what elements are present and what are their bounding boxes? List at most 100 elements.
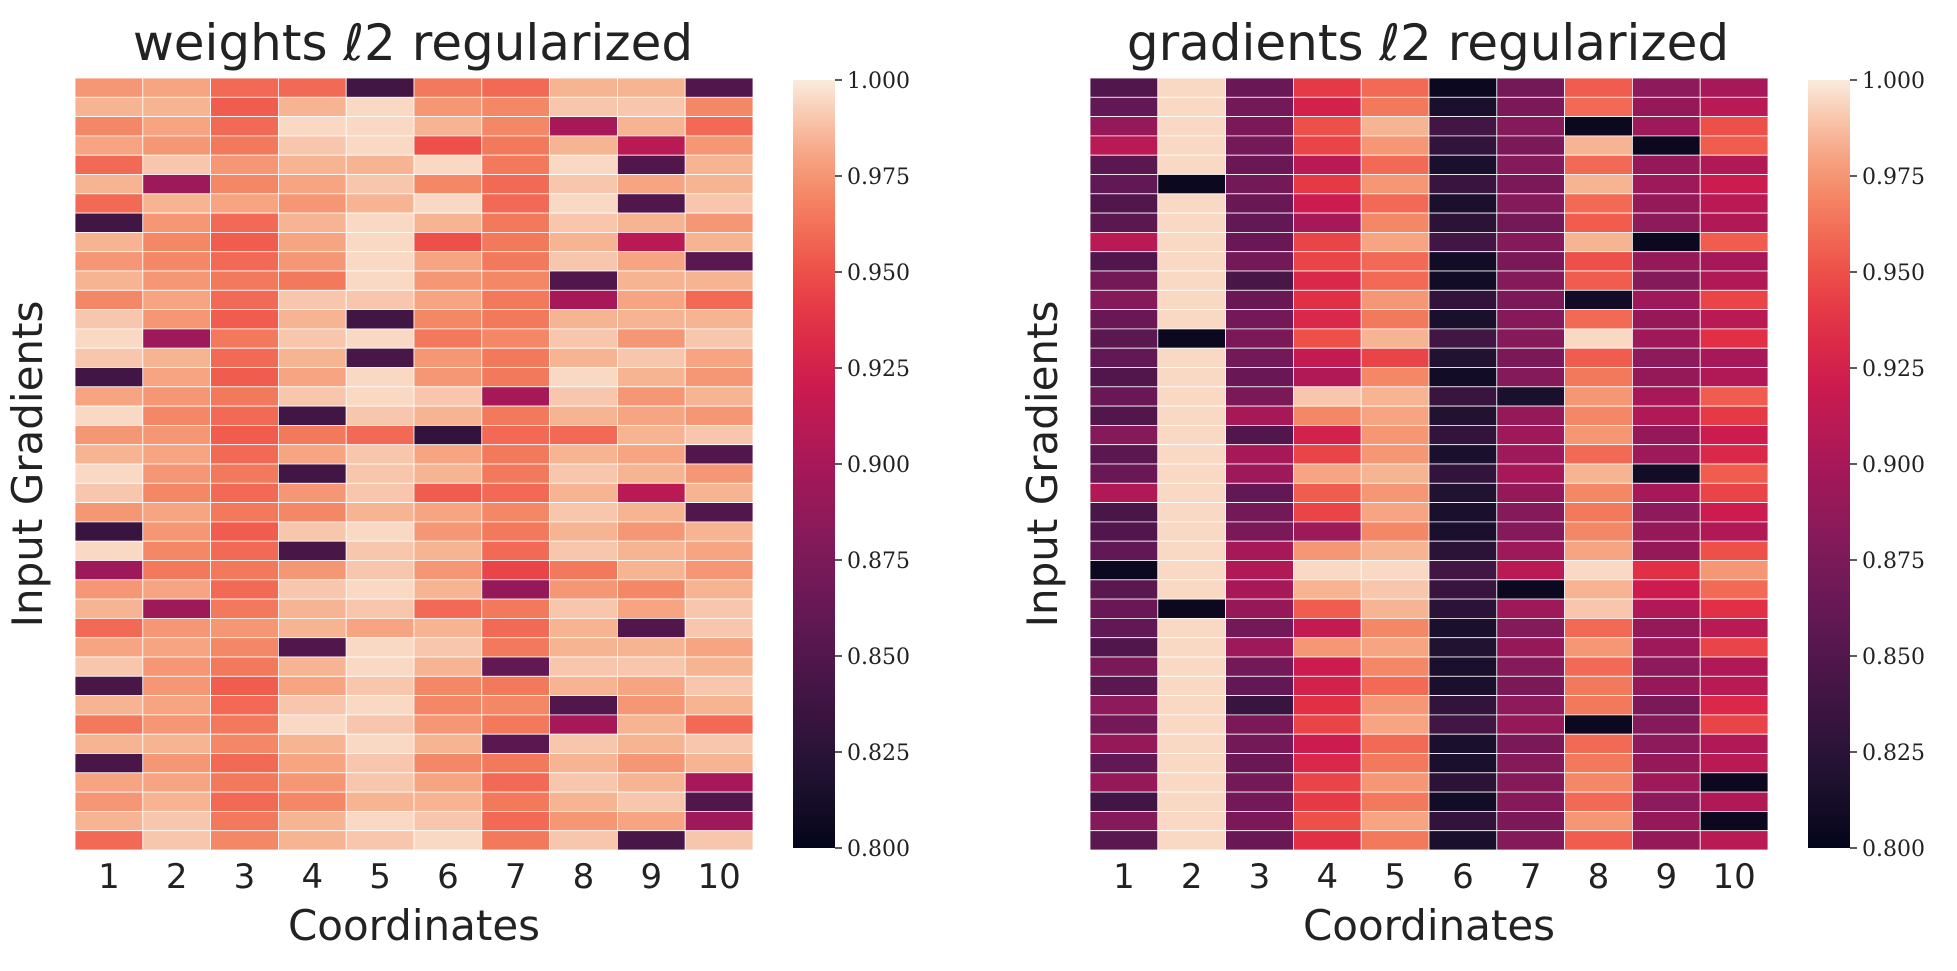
x-tick-label: 1: [1113, 857, 1135, 897]
heatmap-cell: [481, 347, 550, 368]
heatmap-cell: [1293, 540, 1362, 561]
heatmap-cell: [142, 695, 212, 716]
heatmap-cell: [684, 77, 754, 98]
heatmap-cell: [1428, 656, 1498, 677]
heatmap-cell: [277, 637, 347, 658]
heatmap-cell: [1089, 77, 1159, 98]
heatmap-cell: [617, 502, 686, 523]
x-tick-label: 4: [1316, 857, 1338, 897]
heatmap-cell: [1496, 560, 1566, 581]
heatmap-cell: [549, 830, 618, 851]
heatmap-cell: [684, 424, 754, 446]
heatmap-cell: [549, 174, 618, 195]
heatmap-cell: [1699, 482, 1769, 503]
heatmap-cell: [142, 791, 212, 812]
heatmap-cell: [413, 830, 483, 851]
heatmap-cell: [1089, 695, 1159, 716]
heatmap-cell: [1564, 154, 1633, 175]
heatmap-cell: [1089, 347, 1159, 368]
heatmap-cell: [1428, 463, 1498, 484]
heatmap-cell: [617, 618, 686, 639]
colorbar-gradient: [793, 80, 835, 848]
heatmap-cell: [1496, 444, 1566, 465]
heatmap-cell: [1157, 521, 1227, 542]
heatmap-cell: [345, 386, 415, 407]
heatmap-cell: [481, 444, 550, 465]
heatmap-cell: [1496, 193, 1566, 214]
heatmap-cell: [1157, 116, 1227, 137]
heatmap-cell: [1699, 96, 1769, 118]
heatmap-cell: [684, 116, 754, 137]
heatmap-cell: [1157, 174, 1227, 195]
heatmap-cell: [277, 405, 347, 426]
heatmap-cell: [1360, 174, 1430, 195]
heatmap-cell: [684, 753, 754, 774]
heatmap-cell: [1360, 328, 1430, 349]
heatmap-cell: [345, 212, 415, 233]
heatmap-cell: [1428, 753, 1498, 774]
heatmap-cell: [1428, 212, 1498, 233]
heatmap-cell: [684, 347, 754, 368]
heatmap-cell: [345, 154, 415, 175]
heatmap-cell: [549, 135, 618, 156]
heatmap-cell: [1089, 733, 1159, 754]
heatmap-cell: [1632, 193, 1701, 214]
heatmap-cell: [1089, 540, 1159, 561]
heatmap-cell: [1428, 540, 1498, 561]
heatmap-cell: [1699, 270, 1769, 291]
heatmap-cell: [1632, 405, 1701, 426]
heatmap-cell: [1428, 193, 1498, 214]
heatmap-cell: [345, 753, 415, 774]
heatmap-cell: [1496, 174, 1566, 195]
heatmap-cell: [1293, 424, 1362, 446]
heatmap-cell: [74, 289, 144, 310]
heatmap-cell: [481, 656, 550, 677]
heatmap-cell: [1089, 521, 1159, 542]
heatmap-cell: [142, 77, 212, 98]
heatmap-cell: [142, 753, 212, 774]
heatmap-cells: [74, 77, 754, 851]
heatmap-cell: [1428, 270, 1498, 291]
heatmap-cell: [1699, 77, 1769, 98]
heatmap-cell: [1428, 77, 1498, 98]
heatmap-cell: [74, 675, 144, 696]
heatmap-cell: [413, 675, 483, 696]
heatmap-cell: [1293, 482, 1362, 503]
heatmap-cell: [549, 154, 618, 175]
heatmap-cell: [617, 251, 686, 272]
heatmap-cell: [1293, 116, 1362, 137]
heatmap-cell: [1699, 618, 1769, 639]
heatmap-cell: [481, 753, 550, 774]
heatmap-cell: [1632, 772, 1701, 793]
heatmap-cell: [1360, 367, 1430, 388]
x-tick-label: 9: [1655, 857, 1677, 897]
heatmap-cell: [345, 772, 415, 793]
heatmap-cell: [1360, 521, 1430, 542]
heatmap-cell: [277, 231, 347, 253]
heatmap-cell: [1564, 637, 1633, 658]
heatmap-cell: [1428, 811, 1498, 832]
heatmap-cell: [481, 154, 550, 175]
heatmap-cell: [1564, 811, 1633, 832]
heatmap-cell: [1089, 598, 1159, 619]
heatmap-cell: [481, 367, 550, 388]
heatmap-cell: [1089, 502, 1159, 523]
heatmap-cell: [1225, 695, 1294, 716]
heatmap-cell: [1157, 154, 1227, 175]
heatmap-cell: [1293, 502, 1362, 523]
heatmap-cell: [1564, 135, 1633, 156]
heatmap-cell: [1157, 77, 1227, 98]
heatmap-cell: [142, 212, 212, 233]
heatmap-cell: [345, 502, 415, 523]
heatmap-cell: [481, 174, 550, 195]
heatmap-cell: [1428, 289, 1498, 310]
heatmap-cell: [142, 637, 212, 658]
heatmap-cell: [413, 251, 483, 272]
heatmap-cell: [549, 521, 618, 542]
heatmap-cell: [345, 424, 415, 446]
heatmap-cell: [1632, 753, 1701, 774]
heatmap-cell: [1428, 695, 1498, 716]
colorbar-tick-label: 0.800: [847, 837, 910, 862]
heatmap-cell: [1632, 251, 1701, 272]
heatmap-cell: [1632, 270, 1701, 291]
